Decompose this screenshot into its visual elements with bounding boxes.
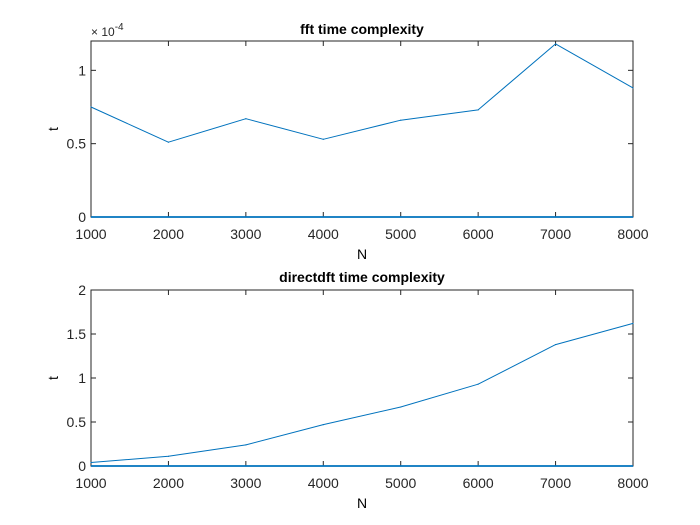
x-tick-label: 6000	[463, 475, 494, 491]
plot-area	[90, 289, 634, 467]
series	[90, 43, 634, 218]
x-tick-label: 8000	[617, 226, 648, 242]
y-axis-label: t	[45, 376, 61, 380]
data-point	[400, 119, 402, 121]
y-tick-label: 0.5	[67, 136, 87, 152]
data-point	[90, 106, 92, 108]
y-tick-label: 1	[78, 62, 86, 78]
y-ticks: 0 0.5 1 1.5 2	[67, 282, 633, 474]
series-line	[90, 43, 634, 143]
x-tick-label: 4000	[308, 226, 339, 242]
y-exponent-label: × 10-4	[91, 22, 124, 39]
data-point	[245, 118, 247, 120]
y-tick-label: 1	[78, 370, 86, 386]
x-tick-label: 7000	[540, 475, 571, 491]
chart-title: fft time complexity	[300, 21, 424, 37]
data-point	[477, 383, 479, 385]
y-tick-label: 0.5	[67, 414, 87, 430]
data-point	[400, 406, 402, 408]
data-point	[632, 87, 634, 89]
x-ticks: 1000 2000 3000 4000 5000 6000 7000 8000	[75, 41, 649, 242]
data-point	[245, 444, 247, 446]
x-axis-label: N	[357, 495, 367, 511]
data-point	[167, 141, 170, 143]
x-tick-label: 4000	[308, 475, 339, 491]
y-tick-label: 1.5	[67, 326, 87, 342]
x-tick-label: 8000	[617, 475, 648, 491]
data-point	[322, 138, 324, 140]
x-tick-label: 1000	[75, 475, 106, 491]
data-point	[477, 109, 479, 111]
data-point	[632, 322, 634, 325]
series-line	[90, 322, 634, 463]
data-point	[554, 343, 557, 346]
chart-title: directdft time complexity	[279, 269, 445, 285]
y-tick-label: 0	[78, 458, 86, 474]
x-tick-label: 3000	[230, 226, 261, 242]
exponent-power: -4	[115, 22, 124, 33]
x-tick-label: 5000	[385, 226, 416, 242]
subplot-directdft: directdft time complexity 1000 2000 3000 40…	[45, 269, 649, 511]
x-tick-label: 1000	[75, 226, 106, 242]
subplot-fft: fft time complexity × 10-4 1000 2000 3000 4…	[45, 21, 649, 262]
data-point	[554, 43, 557, 45]
exponent-base: × 10	[91, 25, 115, 39]
data-point	[322, 424, 324, 426]
x-tick-label: 3000	[230, 475, 261, 491]
x-axis-label: N	[357, 246, 367, 262]
plot-area	[90, 40, 634, 218]
series	[90, 322, 634, 467]
x-tick-label: 7000	[540, 226, 571, 242]
y-tick-label: 0	[78, 209, 86, 225]
y-tick-label: 2	[78, 282, 86, 298]
data-point	[90, 461, 92, 464]
x-tick-label: 2000	[153, 475, 184, 491]
y-axis-label: t	[45, 127, 61, 131]
svg-text:× 10-4: × 10-4	[91, 22, 124, 39]
x-tick-label: 5000	[385, 475, 416, 491]
x-ticks: 1000 2000 3000 4000 5000 6000 7000 8000	[75, 290, 649, 491]
data-point	[167, 455, 170, 457]
x-tick-label: 2000	[153, 226, 184, 242]
x-tick-label: 6000	[463, 226, 494, 242]
